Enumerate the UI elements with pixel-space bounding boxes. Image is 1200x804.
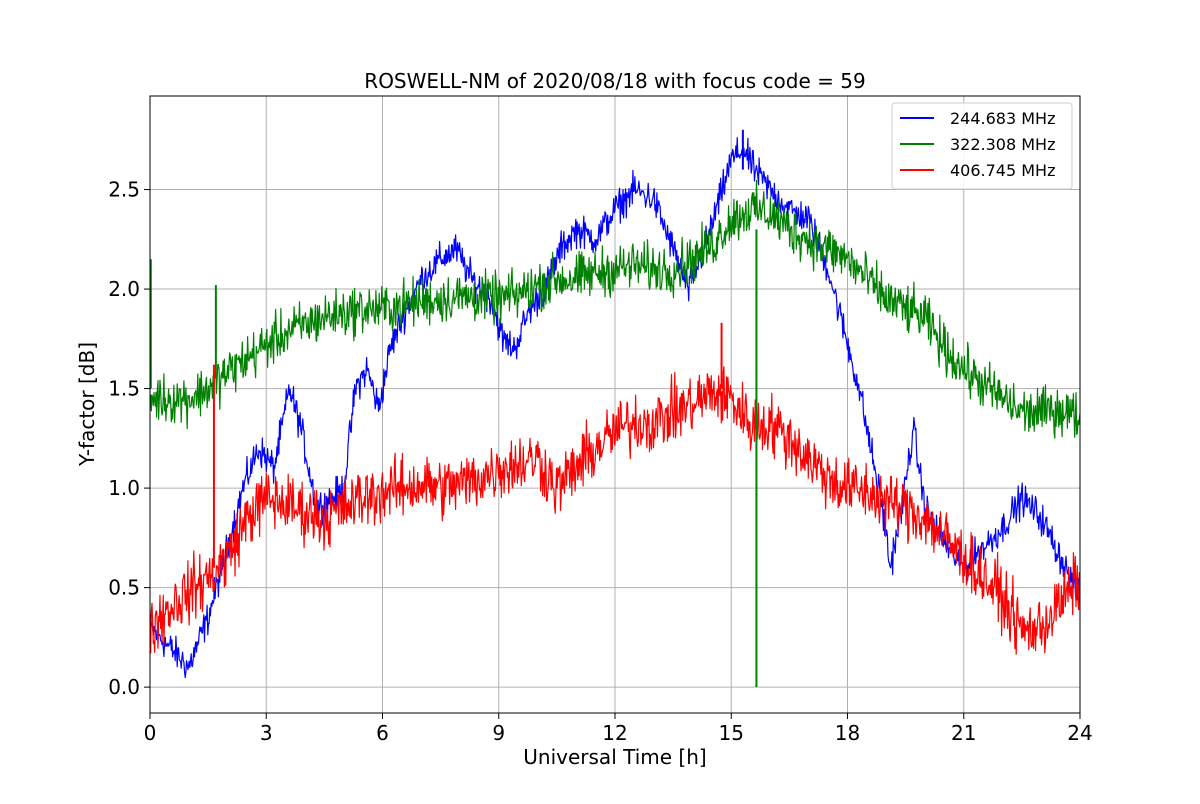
y-tick-label: 1.5 bbox=[108, 377, 140, 401]
y-axis: 0.0 0.5 1.0 1.5 2.0 2.5 bbox=[108, 178, 150, 699]
legend-label: 406.745 MHz bbox=[950, 161, 1055, 180]
x-tick-label: 24 bbox=[1067, 721, 1092, 745]
y-tick-label: 0.5 bbox=[108, 576, 140, 600]
x-tick-label: 12 bbox=[602, 721, 627, 745]
series-line-2 bbox=[150, 179, 1080, 439]
x-axis-label: Universal Time [h] bbox=[523, 745, 706, 769]
legend: 244.683 MHz 322.308 MHz 406.745 MHz bbox=[891, 102, 1073, 190]
legend-label: 322.308 MHz bbox=[950, 135, 1055, 154]
x-tick-label: 3 bbox=[260, 721, 273, 745]
x-tick-label: 0 bbox=[144, 721, 157, 745]
x-tick-label: 18 bbox=[835, 721, 860, 745]
x-tick-label: 15 bbox=[719, 721, 744, 745]
x-axis: 0 3 6 9 12 15 18 21 24 bbox=[144, 713, 1093, 745]
legend-label: 244.683 MHz bbox=[950, 109, 1055, 128]
x-tick-label: 9 bbox=[492, 721, 505, 745]
y-tick-label: 2.5 bbox=[108, 178, 140, 202]
y-tick-label: 0.0 bbox=[108, 675, 140, 699]
series-line-3 bbox=[150, 366, 1080, 655]
y-tick-label: 1.0 bbox=[108, 476, 140, 500]
y-tick-label: 2.0 bbox=[108, 277, 140, 301]
chart-title: ROSWELL-NM of 2020/08/18 with focus code… bbox=[364, 69, 865, 93]
series-layer bbox=[150, 129, 1080, 688]
legend-box bbox=[891, 102, 1073, 190]
y-axis-label: Y-factor [dB] bbox=[75, 342, 99, 467]
x-tick-label: 6 bbox=[376, 721, 389, 745]
x-tick-label: 21 bbox=[951, 721, 976, 745]
